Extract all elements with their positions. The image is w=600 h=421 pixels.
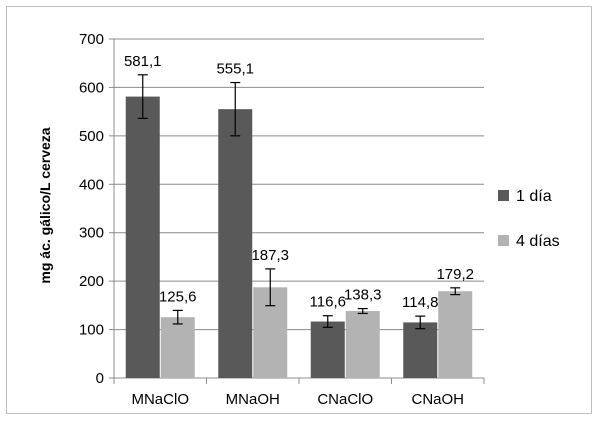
- y-tick-label: 600: [79, 79, 104, 96]
- legend-swatch: [498, 235, 509, 246]
- y-tick-label: 300: [79, 225, 104, 242]
- data-label: 187,3: [251, 247, 289, 264]
- bar: [438, 291, 473, 378]
- y-tick-label: 200: [79, 273, 104, 290]
- bar: [218, 109, 253, 378]
- x-tick-label: CNaOH: [411, 391, 464, 408]
- data-label: 581,1: [124, 53, 162, 70]
- bar: [345, 311, 380, 378]
- data-label: 179,2: [436, 266, 474, 283]
- data-label: 555,1: [216, 61, 254, 78]
- x-tick-label: CNaClO: [317, 391, 373, 408]
- data-label: 116,6: [310, 294, 346, 311]
- y-tick-label: 0: [96, 370, 104, 387]
- y-axis-label: mg ác. gálico/L cerveza: [37, 127, 53, 283]
- legend-label: 1 día: [516, 188, 552, 205]
- legend-label: 4 días: [516, 233, 560, 250]
- bar: [160, 317, 195, 378]
- y-tick-label: 400: [79, 176, 104, 193]
- gridlines: [114, 38, 484, 331]
- error-bars: [137, 74, 461, 330]
- tick-labels: 0 100 200 300 400 500 600 700 MNaClO MNaOH CNaClO C…: [79, 31, 464, 408]
- data-label: 114,8: [402, 294, 438, 311]
- y-tick-label: 700: [79, 31, 104, 48]
- data-label: 138,3: [344, 287, 382, 304]
- y-tick-label: 500: [79, 128, 104, 145]
- bars: [125, 96, 473, 378]
- data-label: 125,6: [159, 288, 197, 305]
- chart-frame: [6, 6, 592, 414]
- x-tick-label: MNaOH: [226, 391, 280, 408]
- legend: 1 día 4 días: [498, 188, 560, 250]
- bar: [125, 96, 160, 378]
- legend-swatch: [498, 190, 509, 201]
- bar: [310, 321, 345, 378]
- y-tick-label: 100: [79, 322, 104, 339]
- bar: [403, 322, 438, 378]
- x-tick-label: MNaClO: [131, 391, 189, 408]
